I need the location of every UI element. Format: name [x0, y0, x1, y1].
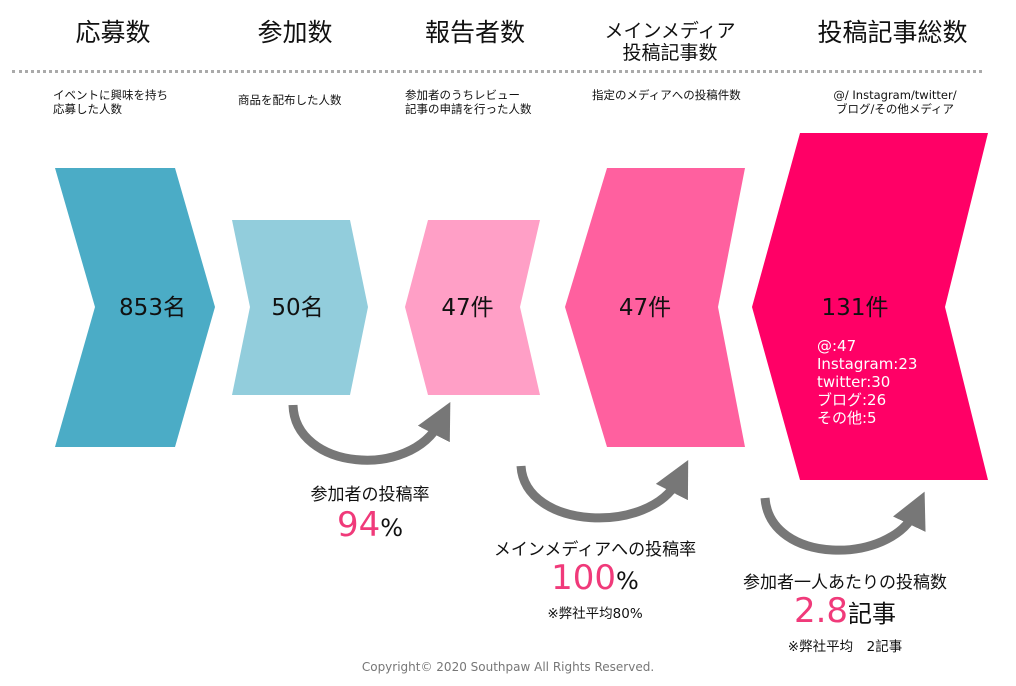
title-participants: 参加数: [257, 18, 333, 47]
value-applicants: 853名: [119, 295, 186, 321]
rate-post-ratio: 参加者の投稿率 94%: [280, 480, 460, 545]
title-applicants: 応募数: [75, 18, 151, 47]
desc-applicants: イベントに興味を持ち 応募した人数: [53, 88, 168, 116]
title-line: 投稿記事数: [622, 42, 718, 64]
rate-unit: %: [616, 567, 639, 595]
curved-arrow-icon: [288, 402, 451, 465]
chevron-total-posts: [752, 133, 988, 480]
rate-label: メインメディアへの投稿率: [493, 540, 697, 560]
rate-label: 参加者の投稿率: [310, 485, 430, 505]
rate-per-person: 参加者一人あたりの投稿数 2.8記事 ※弊社平均 2記事: [715, 568, 975, 655]
rate-note: ※弊社平均80%: [547, 606, 643, 622]
breakdown-item: ブログ:26: [817, 391, 887, 409]
desc-main-media: 指定のメディアへの投稿件数: [592, 88, 741, 102]
rate-main-media: メインメディアへの投稿率 100% ※弊社平均80%: [470, 535, 720, 622]
desc-line: 記事の申請を行った人数: [405, 102, 532, 116]
title-reporters: 報告者数: [424, 18, 525, 47]
rate-value: 94: [336, 505, 381, 545]
value-total-posts: 131件: [821, 295, 889, 321]
desc-line: ブログ/その他メディア: [835, 102, 955, 116]
rate-note: ※弊社平均 2記事: [787, 639, 903, 655]
desc-participants: 商品を配布した人数: [238, 93, 342, 107]
chevron-main-media: [565, 168, 745, 447]
desc-line: 参加者のうちレビュー: [405, 88, 520, 102]
value-reporters: 47件: [441, 295, 494, 321]
dotted-divider: [12, 70, 982, 73]
breakdown-item: @:47: [817, 337, 857, 355]
desc-line: @/ Instagram/twitter/: [833, 88, 957, 102]
curved-arrow-icon: [760, 491, 926, 555]
breakdown-item: twitter:30: [817, 373, 891, 391]
desc-total-posts: @/ Instagram/twitter/ブログ/その他メディア: [800, 88, 990, 116]
desc-reporters: 参加者のうちレビュー 記事の申請を行った人数: [405, 88, 532, 116]
rate-value: 2.8: [793, 591, 849, 631]
rate-label: 参加者一人あたりの投稿数: [743, 573, 947, 593]
value-main-media: 47件: [618, 295, 672, 321]
posts-breakdown: @:47 Instagram:23 twitter:30 ブログ:26 その他:…: [817, 337, 917, 427]
chevron-applicants: [55, 168, 215, 447]
title-total-posts: 投稿記事総数: [817, 18, 968, 47]
rate-value: 100: [551, 558, 617, 598]
title-main-media: メインメディア 投稿記事数: [580, 20, 760, 64]
curved-arrow-icon: [516, 459, 689, 523]
copyright-footer: Copyright© 2020 Southpaw All Rights Rese…: [361, 660, 655, 674]
breakdown-item: Instagram:23: [817, 355, 918, 373]
rate-unit: %: [380, 514, 404, 542]
chevron-participants: [232, 220, 368, 395]
chevron-reporters: [405, 220, 540, 395]
desc-line: 応募した人数: [53, 102, 122, 116]
value-participants: 50名: [271, 295, 324, 321]
breakdown-item: その他:5: [817, 409, 877, 427]
desc-line: イベントに興味を持ち: [53, 88, 168, 102]
title-line: メインメディア: [604, 20, 736, 42]
rate-unit: 記事: [848, 600, 897, 628]
